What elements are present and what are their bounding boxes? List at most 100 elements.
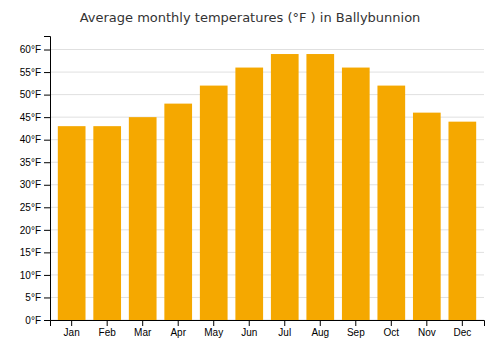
x-tick-label: Sep [347,327,365,338]
y-tick-mark [44,320,50,321]
y-tick-mark [44,252,50,253]
bar [448,122,476,320]
y-tick-mark [44,185,50,186]
x-tick: Mar [134,320,152,338]
bar [200,86,228,320]
bar [377,86,405,320]
bar [235,68,263,320]
y-tick-label: 15°F [20,247,41,258]
y-tick-mark [44,162,50,163]
y-tick-label: 20°F [20,225,41,236]
x-tick-label: Mar [134,327,152,338]
y-tick: 0°F [25,315,50,326]
y-tick: 55°F [20,67,50,78]
title: Average monthly temperatures (°F ) in Ba… [80,10,421,25]
x-tick: Nov [418,320,436,338]
bar [306,54,334,320]
x-tick-label: Dec [453,327,471,338]
bar [342,68,370,320]
x-tick: Sep [347,320,365,338]
x-tick-mark [426,320,427,326]
y-tick-label: 10°F [20,270,41,281]
grid-line [50,49,484,50]
bar [58,126,86,320]
y-tick-mark [44,297,50,298]
x-tick-mark [320,320,321,326]
x-tick-label: Aug [311,327,329,338]
y-tick-mark [44,50,50,51]
x-tick-mark [178,320,179,326]
x-tick-label: Jan [64,327,80,338]
x-tick: Jan [64,320,80,338]
chart: Average monthly temperatures (°F ) in Ba… [0,0,500,350]
x-axis-line [51,321,485,327]
y-tick-mark [44,230,50,231]
x-tick: May [204,320,223,338]
y-tick-mark [44,140,50,141]
bar [129,117,157,320]
x-tick-label: Jul [278,327,291,338]
chart-container: Average monthly temperatures (°F ) in Ba… [0,0,500,350]
bar [93,126,121,320]
grid-line [50,72,484,73]
y-tick: 30°F [20,179,50,190]
y-tick-label: 25°F [20,202,41,213]
x-tick-mark [142,320,143,326]
x-tick: Apr [170,320,186,338]
x-axis: Jan Feb Mar Apr May Jun Jul Aug Sep Oct Nov Dec [51,320,485,338]
x-tick-mark [107,320,108,326]
y-tick: 35°F [20,157,50,168]
bar [413,113,441,320]
y-tick-label: 50°F [20,89,41,100]
x-tick: Jun [241,320,257,338]
grid-line [50,94,484,95]
y-tick: 50°F [20,89,50,100]
y-tick-mark [44,207,50,208]
y-tick-mark [44,275,50,276]
x-tick-label: Feb [99,327,117,338]
y-tick-label: 30°F [20,179,41,190]
x-tick: Jul [278,320,291,338]
y-axis: 0°F 5°F 10°F 15°F 20°F 25°F 30°F 35°F 40°F 45°F 50… [20,37,51,326]
y-tick: 20°F [20,225,50,236]
bars [58,54,476,320]
y-tick-label: 0°F [25,315,41,326]
x-tick-label: May [204,327,223,338]
y-axis-line [44,37,51,321]
y-tick-mark [44,72,50,73]
y-tick-label: 5°F [25,292,41,303]
y-tick: 60°F [20,44,50,55]
y-tick: 40°F [20,134,50,145]
x-tick-label: Nov [418,327,436,338]
x-tick-mark [284,320,285,326]
bar [164,104,192,320]
x-tick-mark [462,320,463,326]
bar [271,54,299,320]
x-tick-mark [391,320,392,326]
y-tick: 25°F [20,202,50,213]
y-tick-mark [44,95,50,96]
x-tick: Feb [99,320,117,338]
x-tick-label: Jun [241,327,257,338]
y-tick-label: 40°F [20,134,41,145]
y-tick: 15°F [20,247,50,258]
grid [50,50,484,320]
y-tick-label: 55°F [20,67,41,78]
x-tick-mark [355,320,356,326]
y-tick-mark [44,117,50,118]
x-tick: Aug [311,320,329,338]
x-tick-mark [71,320,72,326]
x-tick: Oct [384,320,400,338]
x-tick: Dec [453,320,471,338]
x-tick-mark [213,320,214,326]
y-tick: 10°F [20,270,50,281]
x-tick-label: Oct [384,327,400,338]
x-tick-mark [249,320,250,326]
y-tick-label: 60°F [20,44,41,55]
y-tick: 45°F [20,112,50,123]
x-tick-label: Apr [170,327,186,338]
y-tick-label: 45°F [20,112,41,123]
y-tick-label: 35°F [20,157,41,168]
plot: 0°F 5°F 10°F 15°F 20°F 25°F 30°F 35°F 40°F 45°F 50… [20,37,485,339]
y-tick: 5°F [25,292,50,303]
